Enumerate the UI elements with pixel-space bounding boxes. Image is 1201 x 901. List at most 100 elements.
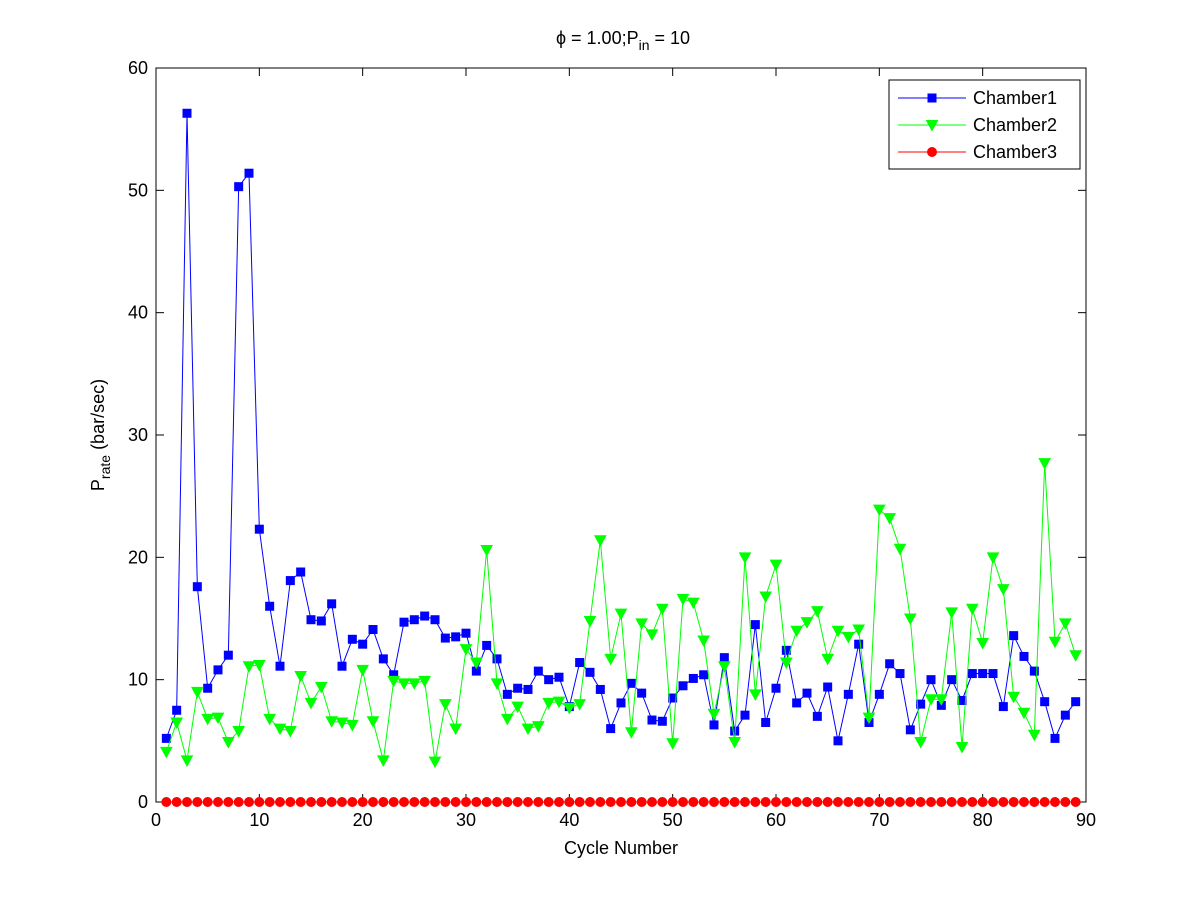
data-point-chamber2 <box>686 597 700 610</box>
series-chamber1 <box>161 108 1081 746</box>
data-point-chamber3 <box>450 797 461 807</box>
x-tick-label: 60 <box>766 810 786 830</box>
data-point-chamber2 <box>604 653 618 666</box>
data-point-chamber2 <box>356 664 370 677</box>
data-point-chamber2 <box>387 675 401 688</box>
data-point-chamber3 <box>399 797 409 807</box>
data-point-chamber2 <box>469 657 483 670</box>
data-point-chamber2 <box>418 675 432 688</box>
data-point-chamber1 <box>926 675 936 685</box>
series-chamber2 <box>159 458 1083 769</box>
data-point-chamber3 <box>740 797 750 807</box>
data-point-chamber2 <box>655 603 669 616</box>
x-tick-label: 0 <box>151 810 161 830</box>
data-point-chamber2 <box>831 625 845 638</box>
data-point-chamber3 <box>574 797 585 807</box>
data-point-chamber2 <box>366 716 380 728</box>
y-tick-label: 30 <box>128 425 148 445</box>
data-point-chamber1 <box>430 615 440 625</box>
data-point-chamber2 <box>955 741 969 754</box>
data-point-chamber2 <box>335 717 349 730</box>
data-point-chamber1 <box>750 620 760 630</box>
data-point-chamber1 <box>802 688 812 698</box>
data-point-chamber2 <box>170 717 184 730</box>
data-point-chamber2 <box>500 713 514 726</box>
data-point-chamber1 <box>203 683 213 693</box>
data-point-chamber1 <box>626 678 636 688</box>
data-point-chamber1 <box>182 108 192 118</box>
x-tick-label: 70 <box>869 810 889 830</box>
data-point-chamber3 <box>946 797 957 807</box>
data-point-chamber3 <box>1019 797 1029 807</box>
legend-item-chamber2: Chamber2 <box>898 115 1057 135</box>
data-point-chamber3 <box>688 797 699 807</box>
series-group <box>159 108 1083 807</box>
data-point-chamber3 <box>1050 797 1060 807</box>
y-tick-label: 50 <box>128 180 148 200</box>
x-axis-label: Cycle Number <box>564 838 678 858</box>
data-point-chamber2 <box>407 678 421 690</box>
data-point-chamber1 <box>461 628 471 638</box>
data-point-chamber3 <box>998 797 1009 807</box>
data-point-chamber1 <box>792 698 802 708</box>
data-point-chamber3 <box>213 797 223 807</box>
data-point-chamber1 <box>709 720 719 730</box>
data-point-chamber3 <box>585 797 595 807</box>
data-point-chamber2 <box>1058 618 1072 630</box>
data-point-chamber1 <box>399 617 409 627</box>
data-point-chamber2 <box>325 716 339 728</box>
data-point-chamber3 <box>812 797 823 807</box>
data-point-chamber3 <box>409 797 420 807</box>
data-point-chamber2 <box>1007 691 1021 704</box>
data-point-chamber2 <box>345 719 359 732</box>
data-point-chamber2 <box>180 755 194 767</box>
data-point-chamber2 <box>201 713 215 726</box>
data-point-chamber2 <box>924 694 938 706</box>
data-point-chamber2 <box>841 631 855 644</box>
data-point-chamber2 <box>273 723 287 736</box>
y-tick-label: 10 <box>128 670 148 690</box>
data-point-chamber2 <box>583 615 597 628</box>
data-point-chamber2 <box>159 746 173 759</box>
data-point-chamber1 <box>172 705 182 715</box>
data-point-chamber2 <box>1048 636 1062 649</box>
data-point-chamber1 <box>192 582 202 592</box>
data-point-chamber2 <box>697 635 711 648</box>
data-point-chamber1 <box>657 716 667 726</box>
data-point-chamber2 <box>397 678 411 690</box>
data-point-chamber3 <box>905 797 916 807</box>
data-point-chamber2 <box>562 702 576 715</box>
data-point-chamber3 <box>492 797 502 807</box>
data-point-chamber1 <box>254 524 264 534</box>
data-point-chamber3 <box>895 797 905 807</box>
title-phi-symbol: ϕ <box>556 28 566 48</box>
data-point-chamber1 <box>688 673 698 683</box>
data-point-chamber3 <box>626 797 637 807</box>
data-point-chamber3 <box>791 797 802 807</box>
data-point-chamber3 <box>833 797 843 807</box>
legend-marker-chamber1 <box>927 93 937 103</box>
data-point-chamber2 <box>190 686 204 699</box>
data-point-chamber3 <box>926 797 936 807</box>
data-point-chamber1 <box>967 669 977 679</box>
data-point-chamber3 <box>306 797 316 807</box>
axes: 0 10 20 30 40 50 60 70 80 90 0 10 20 30 40 50 60 <box>128 58 1096 830</box>
x-tick-label: 40 <box>559 810 579 830</box>
data-point-chamber3 <box>347 797 358 807</box>
data-point-chamber3 <box>957 797 967 807</box>
data-point-chamber3 <box>729 797 740 807</box>
title-pin-subscript: in <box>639 37 650 53</box>
data-point-chamber2 <box>314 682 328 694</box>
data-point-chamber3 <box>1070 797 1081 807</box>
data-point-chamber2 <box>717 661 731 673</box>
data-point-chamber3 <box>378 797 389 807</box>
data-point-chamber2 <box>542 697 556 710</box>
data-point-chamber3 <box>533 797 544 807</box>
legend-marker-chamber3 <box>927 147 937 157</box>
x-tick-label: 10 <box>249 810 269 830</box>
y-axis-label-unit: (bar/sec) <box>88 379 108 455</box>
data-point-chamber2 <box>707 708 721 721</box>
data-point-chamber1 <box>761 717 771 727</box>
data-point-chamber3 <box>481 797 492 807</box>
